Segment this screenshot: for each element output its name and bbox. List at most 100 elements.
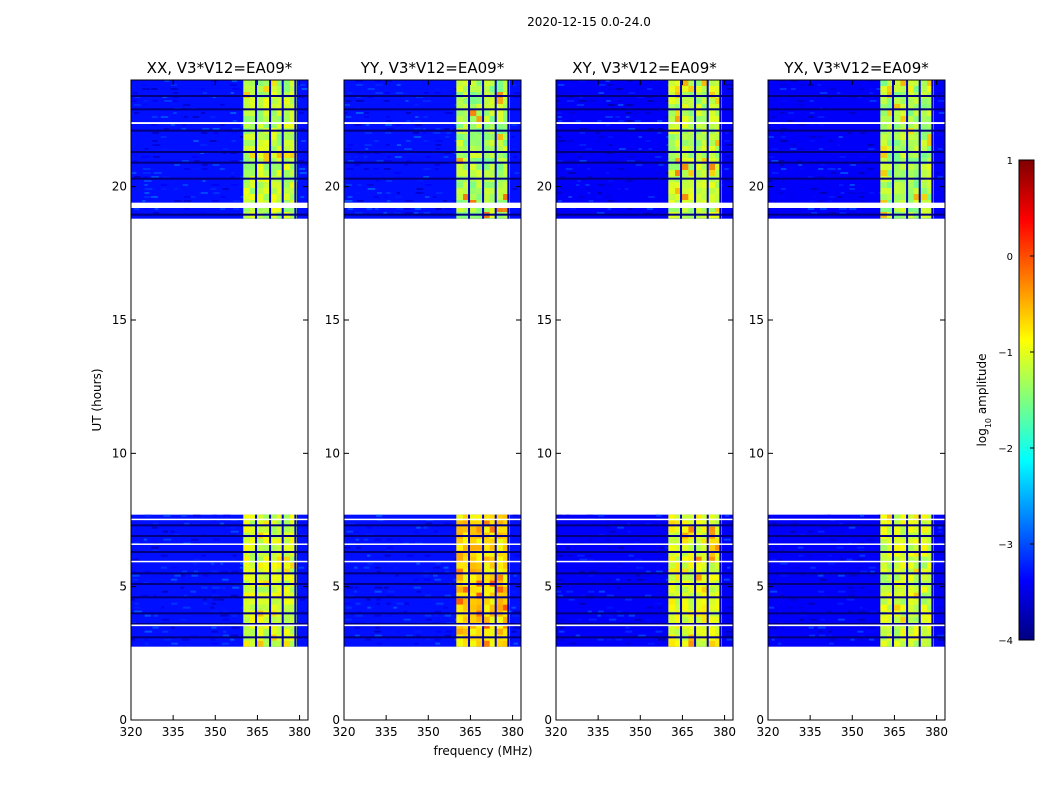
band-gap-line bbox=[918, 514, 921, 647]
flagged-row bbox=[344, 202, 521, 208]
x-tick-label: 335 bbox=[799, 725, 822, 739]
dark-row bbox=[768, 213, 945, 216]
band-gap-line bbox=[507, 514, 510, 647]
y-tick-label: 0 bbox=[544, 713, 552, 727]
band-gap-line bbox=[694, 514, 697, 647]
heatmap-image bbox=[131, 80, 308, 647]
dark-row bbox=[768, 572, 945, 575]
colorbar-tick-label: −2 bbox=[998, 444, 1013, 455]
band-gap-line bbox=[494, 514, 497, 647]
dark-row bbox=[344, 623, 521, 625]
dark-row bbox=[344, 213, 521, 216]
dark-row bbox=[131, 623, 308, 625]
y-tick-label: 5 bbox=[544, 580, 552, 594]
dark-row bbox=[768, 524, 945, 527]
band-gap-line bbox=[892, 80, 895, 219]
dark-row bbox=[556, 572, 733, 575]
band-gap-line bbox=[255, 514, 258, 647]
dark-row bbox=[556, 177, 733, 180]
flagged-row bbox=[768, 543, 945, 545]
band-gap-line bbox=[269, 514, 272, 647]
colorbar-tick-label: −3 bbox=[998, 540, 1013, 551]
band-gap-line bbox=[706, 514, 709, 647]
band-gap-line bbox=[931, 80, 934, 219]
dark-row bbox=[344, 636, 521, 639]
dark-row bbox=[556, 636, 733, 639]
flagged-row bbox=[344, 560, 521, 563]
y-tick-label: 15 bbox=[537, 313, 552, 327]
band-gap-line bbox=[468, 514, 471, 647]
heatmap-image bbox=[556, 80, 733, 647]
dark-row bbox=[556, 129, 733, 132]
dark-row bbox=[131, 583, 308, 585]
dark-row bbox=[768, 551, 945, 553]
dark-row bbox=[768, 535, 945, 537]
band-gap-line bbox=[680, 514, 683, 647]
dark-row bbox=[131, 95, 308, 97]
flagged-row bbox=[556, 624, 733, 627]
y-tick-label: 5 bbox=[756, 580, 764, 594]
y-tick-label: 10 bbox=[537, 446, 552, 460]
colorbar: 1 0 −1 −2 −3 −4 log10 amplitude bbox=[975, 156, 1035, 647]
flagged-row bbox=[344, 624, 521, 627]
dark-row bbox=[131, 213, 308, 216]
dark-row bbox=[556, 108, 733, 111]
dark-row bbox=[556, 151, 733, 153]
band-gap-line bbox=[706, 80, 709, 219]
flagged-row bbox=[556, 202, 733, 208]
dark-row bbox=[768, 583, 945, 585]
y-tick-label: 10 bbox=[112, 446, 127, 460]
dark-row bbox=[131, 524, 308, 527]
flagged-row bbox=[131, 518, 308, 521]
y-axis-label: UT (hours) bbox=[90, 368, 104, 431]
band-gap-line bbox=[931, 514, 934, 647]
colorbar-tick-label: −1 bbox=[998, 348, 1013, 359]
dark-row bbox=[556, 596, 733, 599]
dark-row bbox=[768, 596, 945, 599]
x-tick-label: 335 bbox=[375, 725, 398, 739]
band-gap-line bbox=[294, 80, 297, 219]
dark-row bbox=[131, 596, 308, 599]
x-tick-label: 380 bbox=[501, 725, 524, 739]
dark-row bbox=[556, 623, 733, 625]
y-tick-label: 20 bbox=[537, 180, 552, 194]
dark-row bbox=[556, 583, 733, 585]
panel-2: YY, V3*V12=EA09* 320 335 350 365 380 0 5 10 15 20 bbox=[325, 59, 524, 739]
colorbar-gradient bbox=[1018, 159, 1035, 641]
panel-frame bbox=[130, 79, 309, 721]
dark-row bbox=[344, 129, 521, 132]
y-tick-label: 10 bbox=[749, 446, 764, 460]
flagged-row bbox=[344, 543, 521, 545]
x-tick-label: 335 bbox=[587, 725, 610, 739]
panel-title: YX, V3*V12=EA09* bbox=[783, 59, 929, 77]
x-tick-label: 320 bbox=[120, 725, 143, 739]
dark-row bbox=[344, 151, 521, 153]
flagged-row bbox=[556, 122, 733, 124]
x-tick-label: 335 bbox=[162, 725, 185, 739]
y-tick-label: 15 bbox=[325, 313, 340, 327]
dark-row bbox=[556, 535, 733, 537]
flagged-row bbox=[344, 122, 521, 124]
panel-frame bbox=[767, 79, 946, 721]
x-tick-label: 380 bbox=[288, 725, 311, 739]
panel-4: YX, V3*V12=EA09* 320 335 350 365 380 0 5 10 15 20 bbox=[749, 59, 948, 739]
band-gap-line bbox=[269, 80, 272, 219]
band-gap-line bbox=[507, 80, 510, 219]
flagged-row bbox=[131, 560, 308, 563]
panel-3: XY, V3*V12=EA09* 320 335 350 365 380 0 5 10 15 20 bbox=[537, 59, 736, 739]
band-gap-line bbox=[494, 80, 497, 219]
band-gap-line bbox=[906, 514, 909, 647]
flagged-row bbox=[556, 543, 733, 545]
dark-row bbox=[344, 583, 521, 585]
band-gap-line bbox=[482, 80, 485, 219]
band-gap-line bbox=[281, 514, 284, 647]
band-gap-line bbox=[694, 80, 697, 219]
band-gap-line bbox=[281, 80, 284, 219]
dark-row bbox=[131, 572, 308, 575]
dark-row bbox=[344, 95, 521, 97]
band-gap-line bbox=[719, 80, 722, 219]
x-tick-label: 380 bbox=[925, 725, 948, 739]
x-tick-label: 320 bbox=[333, 725, 356, 739]
y-tick-label: 15 bbox=[749, 313, 764, 327]
dark-row bbox=[131, 177, 308, 180]
